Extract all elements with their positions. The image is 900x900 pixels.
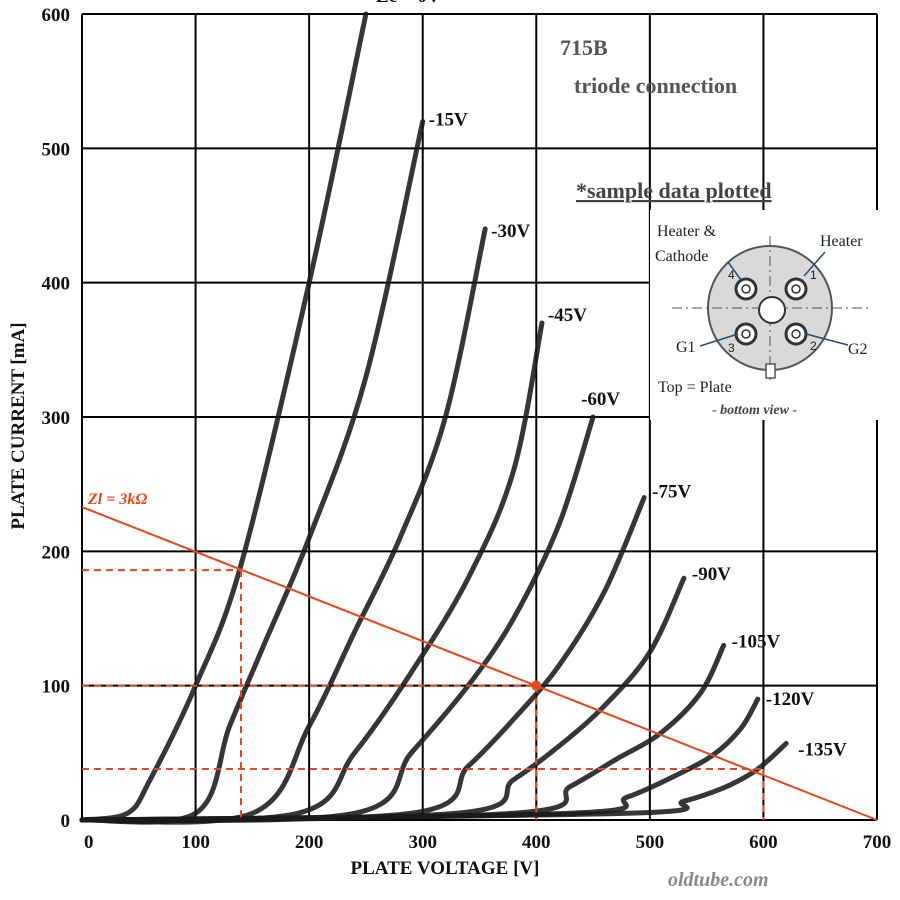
curve-labels: Ec = 0V -15V -30V -45V -60V -75V -90V -105V -120… <box>376 0 847 760</box>
pin-2 <box>784 322 808 346</box>
label-heater: Heater <box>820 233 863 250</box>
label-g1: G1 <box>676 339 696 356</box>
load-line <box>81 506 878 821</box>
label-heater-cathode-1: Heater & <box>657 223 717 240</box>
chart-subtitle: triode connection <box>574 73 737 98</box>
label-g2: G2 <box>848 341 868 358</box>
x-tick-label: 400 <box>522 832 551 853</box>
chart-title: 715B <box>560 35 608 60</box>
curve-label: -15V <box>429 109 468 130</box>
label-heater-cathode-2: Cathode <box>655 248 708 265</box>
pin-number-4: 4 <box>728 268 735 282</box>
y-tick-label: 600 <box>42 5 71 26</box>
curve-135v <box>79 740 789 823</box>
curve-label: -135V <box>798 739 847 760</box>
sample-data-note: *sample data plotted <box>576 178 772 203</box>
x-tick-label: 700 <box>863 832 892 853</box>
curve-30v <box>79 226 488 825</box>
y-tick-label: 300 <box>42 408 71 429</box>
y-tick-labels: 0 100 200 300 400 500 600 <box>42 5 71 832</box>
curve-label: -45V <box>548 305 587 326</box>
x-tick-label: 500 <box>636 832 665 853</box>
curve-label: Ec = 0V <box>376 0 441 7</box>
y-tick-label: 400 <box>42 274 71 295</box>
y-tick-label: 500 <box>42 139 71 160</box>
pin-4 <box>734 277 758 301</box>
curve-105v <box>79 642 727 823</box>
x-tick-label: 200 <box>295 832 324 853</box>
leader-g2 <box>805 333 849 346</box>
y-axis-title: PLATE CURRENT [mA] <box>8 322 29 529</box>
curve-label: -30V <box>491 221 530 242</box>
pin-3 <box>734 322 758 346</box>
pin-number-3: 3 <box>728 341 735 355</box>
x-axis-title: PLATE VOLTAGE [V] <box>351 858 540 879</box>
curve-15v <box>79 118 426 825</box>
y-tick-label: 0 <box>61 811 71 832</box>
curve-45v <box>79 320 545 823</box>
x-tick-labels: 0 100 200 300 400 500 600 700 <box>84 832 891 853</box>
site-credit: oldtube.com <box>668 869 769 891</box>
y-tick-label: 100 <box>42 677 71 698</box>
curve-ec0v <box>79 11 369 823</box>
label-top-plate: Top = Plate <box>658 379 732 396</box>
base-notch <box>765 363 776 379</box>
load-line-group: Zl = 3kΩ <box>81 491 878 821</box>
label-bottom-view: - bottom view - <box>712 403 797 418</box>
pin-diagram: Heater & Cathode Heater G1 G2 4 1 3 2 To… <box>650 210 878 420</box>
x-tick-label: 0 <box>84 832 94 853</box>
leader-heater <box>803 251 826 277</box>
leader-heater-cathode <box>727 261 742 281</box>
curve-label: -75V <box>652 482 691 503</box>
curve-label: -90V <box>692 564 731 585</box>
pin-1 <box>784 277 808 301</box>
operating-point <box>531 680 542 691</box>
pin-number-1: 1 <box>810 268 817 282</box>
curve-label: -60V <box>581 389 620 410</box>
load-line-label: Zl = 3kΩ <box>87 491 147 508</box>
curve-75v <box>79 495 647 823</box>
center-key <box>758 296 786 324</box>
curve-label: -105V <box>732 631 781 652</box>
x-tick-label: 600 <box>749 832 778 853</box>
pin-number-2: 2 <box>810 339 817 353</box>
y-tick-label: 200 <box>42 542 71 563</box>
leader-g1 <box>699 333 739 347</box>
curve-label: -120V <box>766 689 815 710</box>
x-tick-label: 300 <box>408 832 437 853</box>
x-tick-label: 100 <box>181 832 210 853</box>
